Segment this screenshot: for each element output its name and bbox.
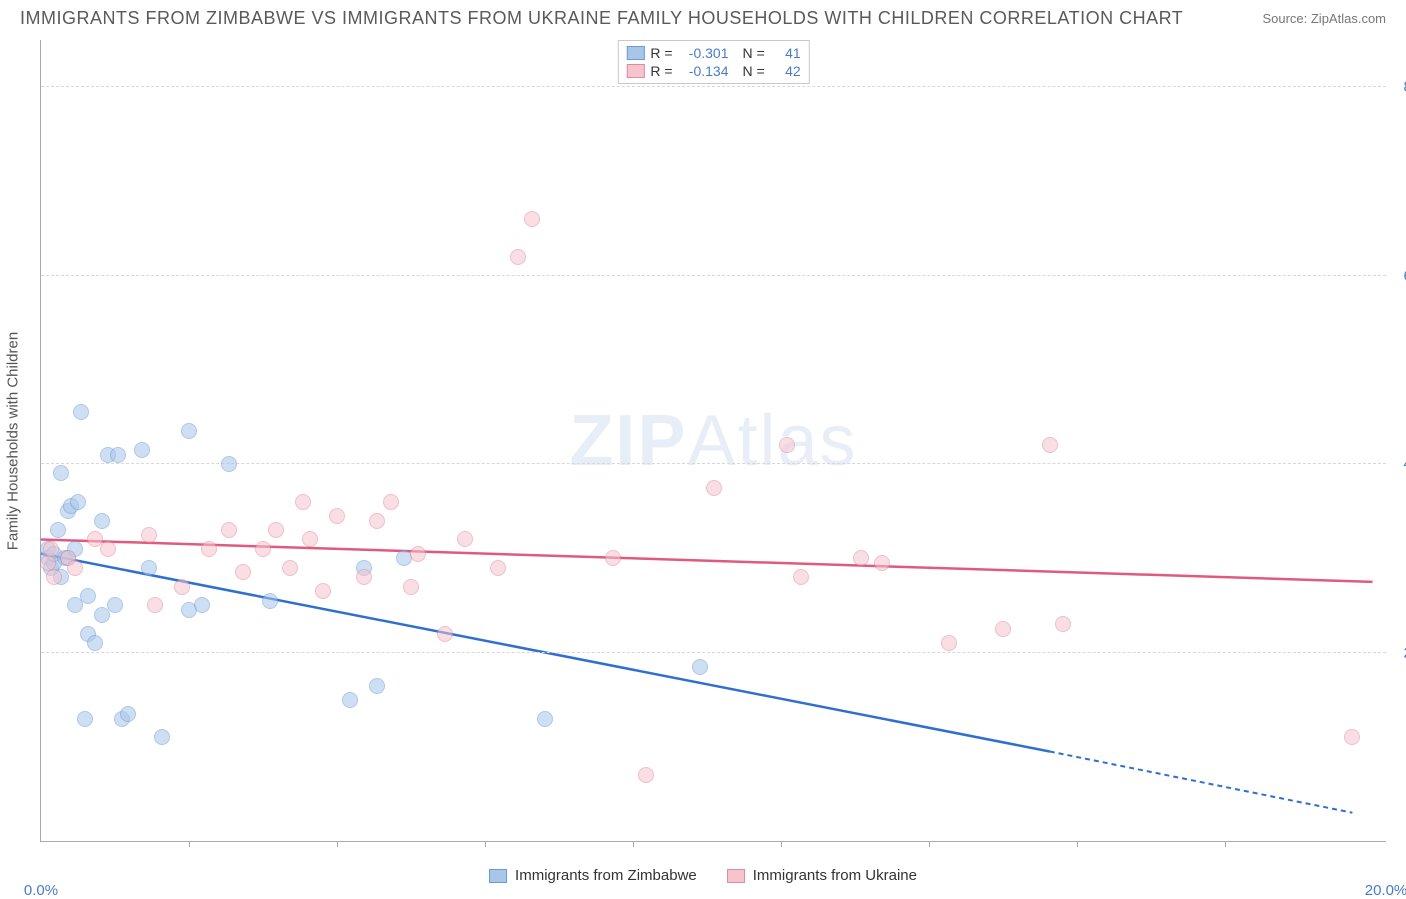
scatter-point (94, 513, 110, 529)
y-tick-label: 60.0% (1391, 267, 1406, 284)
scatter-point (329, 508, 345, 524)
scatter-point (941, 635, 957, 651)
scatter-point (110, 447, 126, 463)
swatch-zimbabwe (626, 46, 644, 60)
x-tick (781, 841, 782, 847)
y-tick-label: 20.0% (1391, 644, 1406, 661)
y-axis-label: Family Households with Children (5, 331, 22, 549)
scatter-point (369, 513, 385, 529)
scatter-point (194, 597, 210, 613)
scatter-point (410, 546, 426, 562)
legend-item-ukraine: Immigrants from Ukraine (727, 867, 917, 884)
legend-item-zimbabwe: Immigrants from Zimbabwe (489, 867, 697, 884)
source-label: Source: ZipAtlas.com (1262, 11, 1386, 26)
scatter-point (141, 527, 157, 543)
legend-row-ukraine: R = -0.134 N = 42 (626, 62, 800, 80)
scatter-point (779, 437, 795, 453)
scatter-point (995, 621, 1011, 637)
x-tick (929, 841, 930, 847)
scatter-point (295, 494, 311, 510)
scatter-point (107, 597, 123, 613)
scatter-point (403, 579, 419, 595)
x-tick (633, 841, 634, 847)
scatter-point (53, 465, 69, 481)
scatter-point (692, 659, 708, 675)
scatter-point (1042, 437, 1058, 453)
scatter-point (457, 531, 473, 547)
scatter-point (120, 706, 136, 722)
scatter-point (510, 249, 526, 265)
swatch-ukraine-icon (727, 869, 745, 883)
scatter-point (793, 569, 809, 585)
swatch-ukraine (626, 64, 644, 78)
scatter-point (255, 541, 271, 557)
scatter-point (1055, 616, 1071, 632)
x-tick-label: 20.0% (1365, 882, 1406, 899)
scatter-point (342, 692, 358, 708)
scatter-point (181, 423, 197, 439)
series-legend: Immigrants from Zimbabwe Immigrants from… (489, 867, 917, 884)
scatter-point (315, 583, 331, 599)
correlation-legend: R = -0.301 N = 41 R = -0.134 N = 42 (617, 40, 809, 84)
scatter-point (638, 767, 654, 783)
scatter-point (73, 404, 89, 420)
scatter-point (221, 522, 237, 538)
scatter-point (221, 456, 237, 472)
gridline (41, 275, 1386, 276)
scatter-point (369, 678, 385, 694)
scatter-point (154, 729, 170, 745)
chart-title: IMMIGRANTS FROM ZIMBABWE VS IMMIGRANTS F… (20, 8, 1183, 29)
x-tick (1225, 841, 1226, 847)
scatter-point (46, 569, 62, 585)
scatter-point (43, 541, 59, 557)
scatter-point (524, 211, 540, 227)
trend-lines-layer (41, 40, 1386, 841)
gridline (41, 652, 1386, 653)
scatter-point (853, 550, 869, 566)
x-tick (485, 841, 486, 847)
scatter-point (67, 560, 83, 576)
scatter-point (874, 555, 890, 571)
scatter-point (537, 711, 553, 727)
scatter-point (77, 711, 93, 727)
scatter-point (490, 560, 506, 576)
scatter-point (356, 569, 372, 585)
watermark-text: ZIPAtlas (569, 400, 857, 482)
scatter-point (302, 531, 318, 547)
scatter-point (268, 522, 284, 538)
scatter-point (141, 560, 157, 576)
scatter-point (437, 626, 453, 642)
scatter-point (706, 480, 722, 496)
x-tick (189, 841, 190, 847)
scatter-point (235, 564, 251, 580)
swatch-zimbabwe-icon (489, 869, 507, 883)
scatter-point (383, 494, 399, 510)
scatter-point (87, 635, 103, 651)
gridline (41, 86, 1386, 87)
legend-row-zimbabwe: R = -0.301 N = 41 (626, 44, 800, 62)
scatter-point (262, 593, 278, 609)
y-tick-label: 80.0% (1391, 79, 1406, 96)
chart-plot-area: Family Households with Children ZIPAtlas… (40, 40, 1386, 842)
scatter-point (80, 588, 96, 604)
scatter-point (1344, 729, 1360, 745)
scatter-point (100, 541, 116, 557)
x-tick-label: 0.0% (24, 882, 58, 899)
scatter-point (174, 579, 190, 595)
x-tick (1077, 841, 1078, 847)
gridline (41, 463, 1386, 464)
x-tick (337, 841, 338, 847)
scatter-point (70, 494, 86, 510)
scatter-point (201, 541, 217, 557)
scatter-point (282, 560, 298, 576)
scatter-point (134, 442, 150, 458)
scatter-point (50, 522, 66, 538)
scatter-point (605, 550, 621, 566)
scatter-point (147, 597, 163, 613)
y-tick-label: 40.0% (1391, 456, 1406, 473)
